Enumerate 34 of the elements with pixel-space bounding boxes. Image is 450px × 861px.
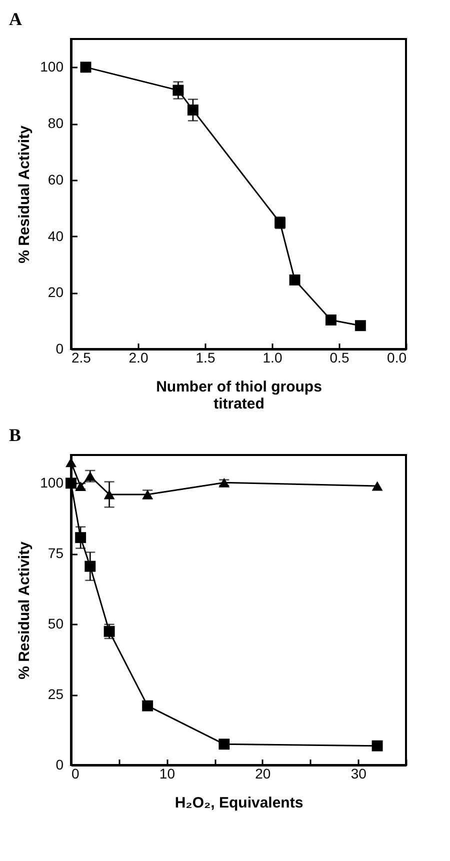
x-tick-label: 20 bbox=[255, 766, 271, 782]
y-tick-label: 25 bbox=[48, 686, 64, 702]
point bbox=[104, 626, 115, 637]
x-tick-label: 0 bbox=[72, 766, 80, 782]
y-axis-title: % Residual Activity bbox=[16, 540, 34, 680]
point bbox=[372, 481, 383, 491]
point bbox=[104, 490, 115, 500]
point bbox=[84, 560, 96, 572]
y-tick-label: 80 bbox=[48, 115, 64, 132]
x-tick-label: 0.0 bbox=[387, 350, 407, 366]
y-tick-label: 40 bbox=[48, 228, 64, 244]
x-tick-label: 0.5 bbox=[330, 350, 350, 366]
point bbox=[372, 740, 383, 752]
y-tick-label: 60 bbox=[48, 171, 64, 188]
x-tick-label: 30 bbox=[350, 766, 367, 782]
point bbox=[75, 532, 86, 544]
y-tick-label: 100 bbox=[40, 474, 64, 491]
point bbox=[142, 700, 154, 712]
x-tick-label: 10 bbox=[159, 766, 176, 782]
x-tick-label: 2.5 bbox=[72, 350, 92, 366]
x-tick-label: 1.0 bbox=[262, 350, 282, 366]
y-tick-label: 75 bbox=[48, 545, 64, 562]
y-tick-label: 20 bbox=[48, 284, 64, 300]
y-tick-label: 50 bbox=[48, 616, 64, 632]
chart-title: A bbox=[9, 9, 22, 29]
x-axis-title: H₂O₂, Equivalents bbox=[174, 794, 304, 812]
x-tick-label: 2.0 bbox=[128, 350, 148, 366]
point bbox=[218, 738, 230, 750]
x-tick-label: 1.5 bbox=[196, 350, 216, 366]
y-axis-title: % Residual Activity bbox=[16, 124, 34, 264]
point bbox=[66, 458, 76, 468]
chart-title: B bbox=[9, 425, 22, 445]
y-tick-label: 100 bbox=[40, 58, 64, 75]
x-axis-title: Number of thiol groups titrated bbox=[156, 378, 322, 412]
